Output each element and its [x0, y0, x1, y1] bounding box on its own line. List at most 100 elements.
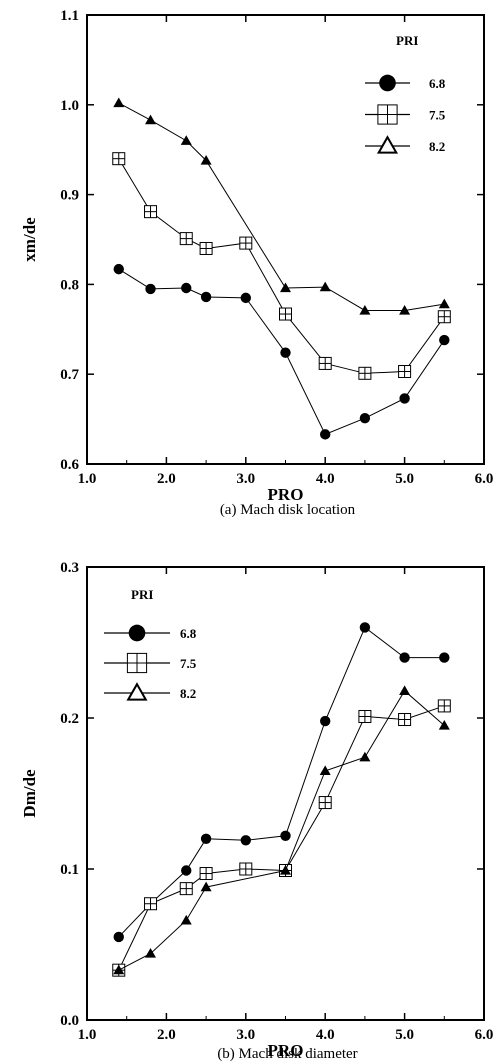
plot-frame [86, 14, 485, 465]
data-point-7-5-5 [279, 307, 292, 321]
data-point-6-8-7 [359, 413, 371, 424]
series-6-8 [113, 622, 450, 943]
legend-marker-2 [376, 135, 399, 154]
series-7-5 [112, 152, 451, 380]
y-axis-title: Dm/de [20, 769, 39, 818]
legend-marker-1 [126, 652, 148, 674]
data-point-6-8-1 [145, 283, 156, 295]
data-point-8-2-0 [113, 97, 125, 108]
series-8-2 [113, 97, 450, 315]
y-tick-label-3: 0.9 [60, 188, 79, 204]
data-point-8-2-1 [145, 948, 157, 958]
legend-label-0: 6.8 [180, 626, 197, 641]
data-point-6-8-9 [439, 652, 450, 663]
data-point-7-5-9 [437, 699, 451, 713]
data-point-7-5-4 [239, 236, 253, 250]
y-tick-label-3: 0.3 [60, 560, 79, 576]
data-point-6-8-8 [399, 652, 410, 663]
x-tick-label-0: 1.0 [78, 471, 97, 487]
data-point-6-8-9 [439, 334, 450, 346]
legend-label-1: 7.5 [429, 108, 446, 123]
x-tick-label-2: 3.0 [236, 1027, 255, 1043]
data-point-8-2-6 [359, 751, 371, 762]
data-point-7-5-6 [318, 796, 332, 810]
data-point-7-5-7 [358, 366, 372, 380]
x-tick-label-2: 3.0 [236, 471, 255, 487]
x-axis-title: PRO [268, 1041, 304, 1060]
legend-marker-2 [126, 682, 148, 701]
data-point-8-2-0 [113, 964, 125, 975]
y-tick-label-0: 0.0 [60, 1013, 79, 1029]
legend-label-2: 8.2 [180, 686, 196, 701]
y-axis-title: xm/de [20, 217, 39, 262]
data-point-7-5-8 [398, 713, 412, 727]
y-tick-label-5: 1.1 [60, 8, 79, 24]
x-axis-title: PRO [268, 485, 304, 504]
data-point-7-5-2 [179, 232, 193, 246]
series-line-8-2 [118, 690, 445, 971]
x-tick-label-5: 6.0 [475, 471, 494, 487]
data-point-6-8-0 [113, 263, 124, 275]
legend: PRI 6.8 7.5 8.2 [365, 33, 446, 154]
data-point-8-2-8 [438, 298, 450, 309]
data-point-8-2-1 [145, 114, 157, 125]
data-point-6-8-3 [200, 291, 212, 303]
x-tick-label-5: 6.0 [475, 1027, 494, 1043]
data-point-7-5-4 [239, 862, 253, 876]
data-point-6-8-6 [320, 715, 331, 727]
data-point-8-2-7 [399, 685, 411, 695]
data-point-8-2-5 [319, 765, 331, 775]
y-tick-label-2: 0.2 [60, 711, 79, 727]
data-point-6-8-3 [200, 833, 212, 844]
y-tick-label-4: 1.0 [60, 98, 79, 114]
y-tick-label-1: 0.1 [60, 862, 79, 878]
y-tick-label-0: 0.6 [60, 457, 79, 473]
chart-a-mach-disk-location: 1.0 2.0 3.0 4.0 5.0 6.0 0.6 0.7 0.8 0.9 1.0 1.1 PRO x… [0, 0, 497, 520]
data-point-8-2-2 [180, 914, 192, 925]
data-point-8-2-7 [399, 304, 411, 315]
legend-title: PRI [396, 33, 418, 48]
data-point-7-5-7 [358, 709, 372, 723]
series-6-8 [113, 263, 450, 440]
x-tick-label-3: 4.0 [316, 1027, 335, 1043]
x-tick-label-0: 1.0 [78, 1027, 97, 1043]
x-tick-label-3: 4.0 [316, 471, 335, 487]
legend: PRI 6.8 7.5 8.2 [104, 587, 197, 701]
data-point-7-5-8 [398, 365, 412, 379]
figure-caption: (b) Mach disk diameter [217, 1046, 357, 1062]
data-point-8-2-5 [319, 281, 331, 292]
data-point-6-8-4 [240, 835, 251, 846]
legend-marker-0 [128, 624, 146, 642]
data-point-7-5-6 [318, 356, 332, 370]
plot-frame [86, 566, 485, 1021]
series-8-2 [113, 685, 450, 975]
x-tick-label-4: 5.0 [395, 1027, 414, 1043]
data-point-6-8-8 [399, 393, 410, 404]
data-point-8-2-3 [200, 154, 212, 165]
data-point-6-8-5 [280, 347, 291, 358]
data-point-7-5-3 [199, 867, 213, 881]
data-point-7-5-1 [144, 897, 158, 911]
data-point-6-8-6 [320, 429, 331, 440]
data-point-6-8-4 [240, 292, 251, 304]
data-point-7-5-9 [437, 310, 451, 324]
legend-label-0: 6.8 [429, 76, 446, 91]
series-line-6-8 [118, 626, 445, 938]
data-point-6-8-2 [181, 865, 192, 876]
data-point-8-2-8 [438, 720, 450, 730]
legend-label-1: 7.5 [180, 656, 197, 671]
data-point-6-8-0 [113, 931, 124, 943]
legend-marker-1 [377, 104, 398, 125]
data-point-7-5-2 [179, 882, 193, 896]
series-line-6-8 [118, 268, 445, 436]
x-tick-label-4: 5.0 [395, 471, 414, 487]
y-tick-label-1: 0.7 [60, 367, 79, 383]
data-point-7-5-0 [112, 152, 126, 166]
figure-caption: (a) Mach disk location [220, 502, 356, 518]
legend-label-2: 8.2 [429, 139, 445, 154]
series-line-7-5 [118, 705, 445, 971]
chart-a-svg: 1.0 2.0 3.0 4.0 5.0 6.0 0.6 0.7 0.8 0.9 1.0 1.1 PRO x… [20, 8, 494, 518]
legend-marker-0 [379, 74, 396, 92]
data-point-6-8-7 [359, 622, 371, 633]
data-point-8-2-4 [280, 282, 291, 293]
